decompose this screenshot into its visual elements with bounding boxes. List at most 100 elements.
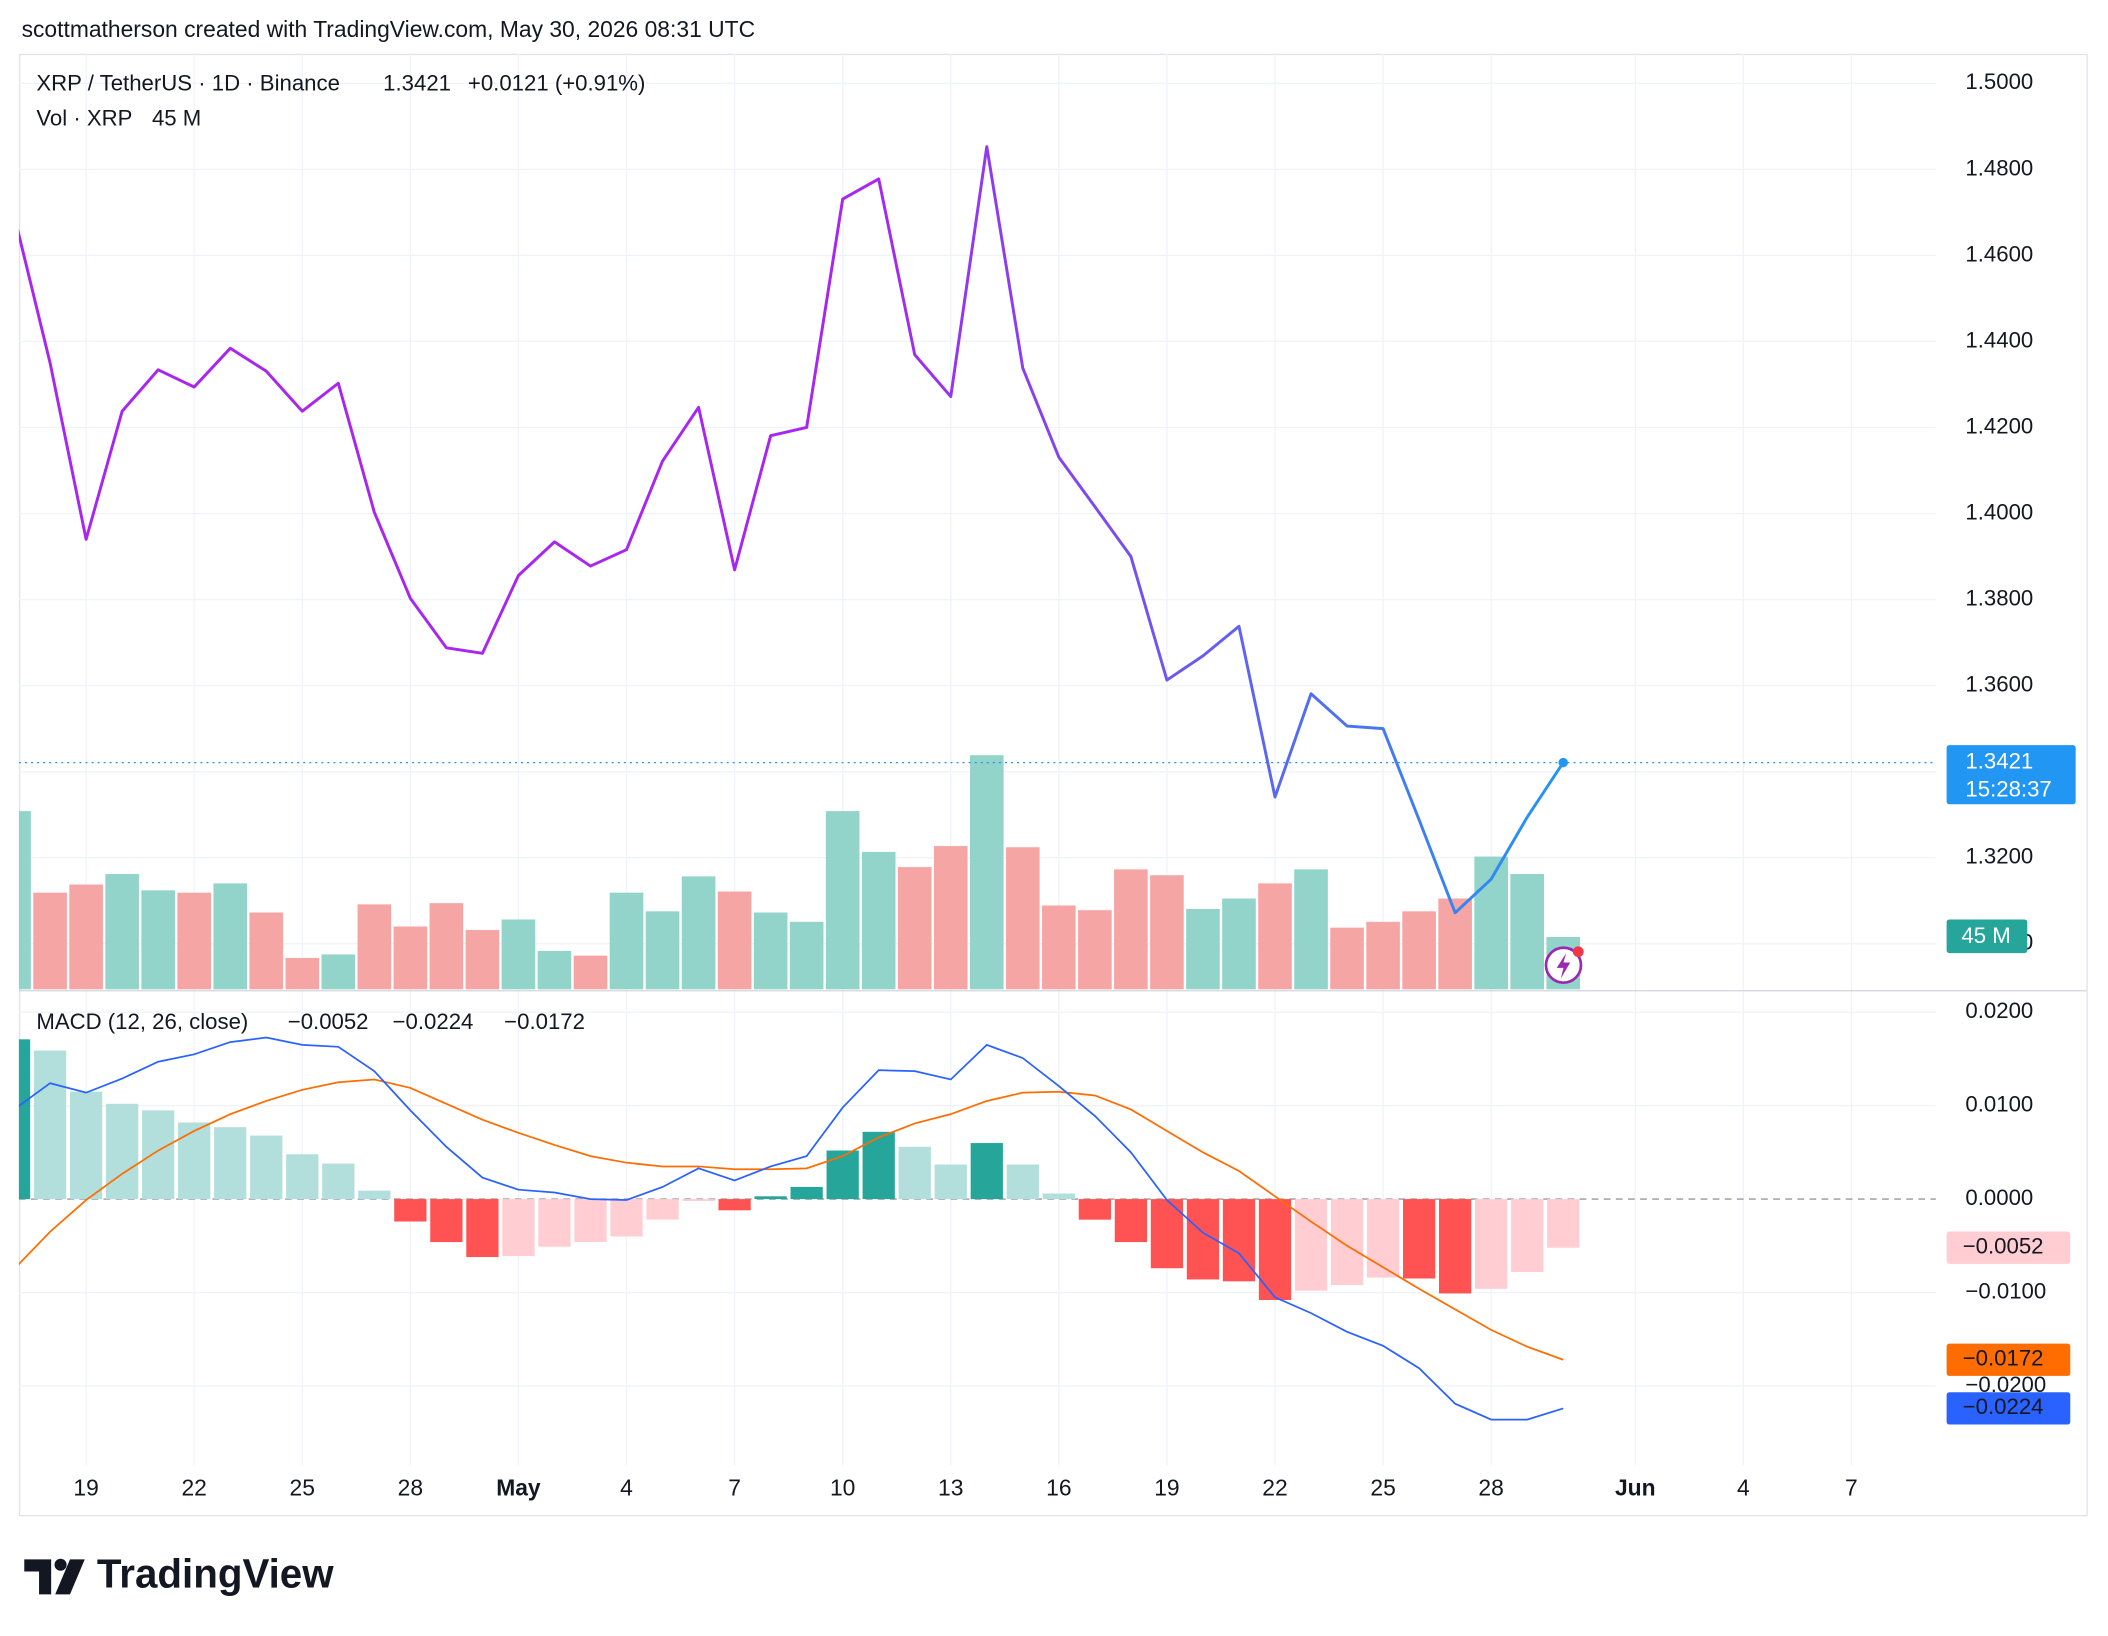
- y-tick-label: −0.0100: [1965, 1278, 2046, 1303]
- histogram-bar: [286, 1154, 319, 1200]
- volume-bar: [69, 884, 103, 990]
- volume-bar: [825, 811, 860, 990]
- macd-tag: [1946, 1343, 2071, 1376]
- volume-bar: [537, 950, 572, 990]
- x-tick-label: 16: [1046, 1475, 1071, 1501]
- y-tick-label: 1.4000: [1965, 499, 2033, 524]
- volume-bar: [285, 957, 320, 990]
- volume-bar: [177, 892, 211, 990]
- x-tick-label: 4: [1737, 1475, 1750, 1501]
- x-tick-label: 25: [1370, 1475, 1395, 1501]
- volume-bar: [105, 874, 139, 990]
- volume-bar: [141, 890, 175, 990]
- price-pane: [18, 145, 1936, 990]
- volume-bar: [573, 955, 608, 990]
- histogram-bar: [33, 1050, 67, 1200]
- x-tick-label: 19: [73, 1475, 98, 1501]
- histogram-bar: [754, 1196, 787, 1200]
- volume-bar: [717, 891, 752, 990]
- histogram-bar: [1475, 1199, 1508, 1289]
- grid: [18, 53, 1936, 1466]
- histogram-bar: [502, 1199, 535, 1257]
- y-tick-label: 1.3800: [1965, 585, 2033, 610]
- macd-pane: [18, 1036, 1580, 1421]
- volume-bar: [429, 903, 464, 990]
- y-tick-label: 1.3200: [1965, 844, 2033, 869]
- histogram-bar: [1006, 1164, 1039, 1200]
- macd-tag-value: −0.0172: [1963, 1346, 2044, 1371]
- volume-tag: [1946, 919, 2028, 954]
- x-tick-label: 13: [938, 1475, 963, 1501]
- histogram-bar: [106, 1103, 139, 1200]
- histogram-bar: [214, 1127, 247, 1200]
- macd-legend: MACD (12, 26, close): [36, 1009, 248, 1034]
- histogram-bar: [142, 1110, 175, 1200]
- volume-bar: [1114, 869, 1148, 990]
- y-tick-label: 1.4200: [1965, 413, 2033, 438]
- volume-value-legend: 45 M: [152, 106, 201, 131]
- volume-bar: [1186, 909, 1220, 990]
- axes: 19222528May4710131619222528Jun471.30001.…: [73, 69, 2076, 1501]
- histogram-bar: [394, 1199, 427, 1222]
- frame: [18, 53, 2088, 1517]
- last-price-dot: [1558, 757, 1568, 768]
- x-tick-label: 28: [1478, 1475, 1503, 1501]
- volume-bar: [1366, 921, 1400, 990]
- histogram-bar: [1258, 1199, 1292, 1301]
- volume-bar: [501, 919, 536, 990]
- volume-bar: [1078, 910, 1112, 990]
- histogram-bar: [1366, 1199, 1400, 1278]
- x-tick-label: 7: [1845, 1475, 1858, 1501]
- histogram-bar: [682, 1199, 715, 1201]
- volume-bar: [609, 892, 644, 990]
- volume-bar: [213, 883, 248, 990]
- x-tick-label: 22: [181, 1475, 206, 1501]
- x-tick-label: 22: [1262, 1475, 1287, 1501]
- volume-bar: [1510, 874, 1544, 990]
- histogram-bar: [1078, 1199, 1111, 1220]
- y-tick-label: 1.4600: [1965, 241, 2033, 266]
- volume-bar: [1402, 911, 1436, 990]
- histogram-bar: [1114, 1199, 1148, 1243]
- macd-tag: [1946, 1231, 2071, 1264]
- last-price-legend: 1.3421: [383, 71, 451, 96]
- volume-legend: Vol · XRP: [36, 106, 132, 131]
- y-tick-label: 0.0200: [1965, 998, 2033, 1023]
- histogram-bar: [574, 1199, 607, 1243]
- signal-legend: −0.0172: [504, 1009, 585, 1034]
- histogram-bar: [862, 1131, 895, 1200]
- volume-bar: [1222, 898, 1256, 990]
- x-tick-label: 10: [830, 1475, 855, 1501]
- macd-tag-value: −0.0224: [1963, 1394, 2044, 1419]
- histogram-bar: [250, 1135, 283, 1200]
- symbol-legend: XRP / TetherUS · 1D · Binance: [36, 71, 340, 96]
- histogram-bar: [1511, 1199, 1544, 1272]
- volume-bar: [33, 892, 67, 990]
- alert-icon: [1544, 946, 1584, 985]
- volume-bar: [681, 876, 716, 990]
- logo: TradingView: [24, 1551, 334, 1597]
- change-legend: +0.0121 (+0.91%): [468, 71, 646, 96]
- histogram-bar: [1222, 1199, 1256, 1282]
- volume-bar: [1006, 847, 1040, 990]
- histogram-bar: [718, 1199, 751, 1211]
- volume-bar: [1294, 869, 1328, 990]
- macd-tag-value: −0.0052: [1963, 1234, 2044, 1259]
- x-tick-label: 7: [728, 1475, 741, 1501]
- signal-line: [18, 1078, 1564, 1361]
- x-tick-label: 19: [1154, 1475, 1179, 1501]
- volume-bar: [1258, 883, 1292, 990]
- x-tick-label: 28: [398, 1475, 423, 1501]
- volume-bar: [645, 911, 680, 990]
- volume-bar: [897, 867, 932, 990]
- price-line: [18, 145, 1565, 915]
- histogram-bar: [898, 1146, 931, 1200]
- x-tick-label: May: [496, 1475, 541, 1501]
- histogram-bar: [1547, 1199, 1580, 1248]
- y-tick-label: 1.4800: [1965, 155, 2033, 180]
- volume-bar: [753, 912, 788, 990]
- histogram-bar: [430, 1199, 463, 1243]
- macd-value-legend: −0.0224: [393, 1009, 474, 1034]
